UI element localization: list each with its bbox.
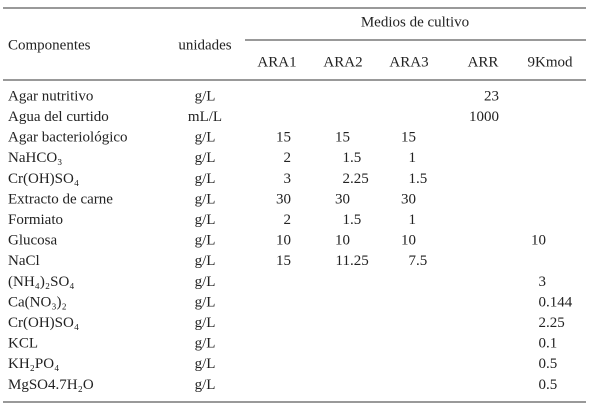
cell-value: 1.5 [409, 171, 428, 187]
component: NaHCO₃ [8, 150, 62, 166]
cell-value: 1000 [469, 109, 499, 125]
header-units: unidades [178, 37, 231, 53]
unit: g/L [195, 191, 216, 207]
unit: g/L [195, 88, 216, 104]
component: KCL [8, 336, 38, 352]
unit: g/L [195, 356, 216, 372]
component: MgSO4.7H₂O [8, 377, 94, 393]
component: Formiato [8, 212, 63, 228]
cell-value: 0.1 [539, 336, 558, 352]
cell-value: 0.144 [539, 294, 573, 310]
cell-value: 15 [401, 130, 416, 146]
unit: g/L [195, 336, 216, 352]
cell-value: 1 [409, 150, 417, 166]
component: KH₂PO₄ [8, 356, 59, 372]
unit: g/L [195, 212, 216, 228]
component: Agar bacteriológico [8, 130, 128, 146]
cell-value: 0.5 [539, 356, 558, 372]
header-medium: ARR [468, 54, 499, 70]
header-components: Componentes [8, 37, 91, 53]
component: Cr(OH)SO₄ [8, 315, 79, 331]
cell-value: 2 [284, 150, 292, 166]
header-medium: 9Kmod [528, 54, 574, 70]
cell-value: 10 [276, 233, 291, 249]
cell-value: 30 [401, 191, 416, 207]
cell-value: 15 [335, 130, 350, 146]
component: Glucosa [8, 233, 57, 249]
cell-value: 3 [539, 274, 547, 290]
unit: g/L [195, 130, 216, 146]
cell-value: 30 [276, 191, 291, 207]
cell-value: 10 [531, 233, 546, 249]
cell-value: 1.5 [343, 150, 362, 166]
cell-value: 15 [276, 130, 291, 146]
cell-value: 10 [335, 233, 350, 249]
cell-value: 1 [409, 212, 417, 228]
unit: g/L [195, 150, 216, 166]
header-group: Medios de cultivo [361, 14, 469, 30]
component: Agua del curtido [8, 109, 109, 125]
cell-value: 2.25 [539, 315, 565, 331]
cell-value: 15 [276, 253, 291, 269]
unit: g/L [195, 171, 216, 187]
component: NaCl [8, 253, 40, 269]
cell-value: 7.5 [409, 253, 428, 269]
unit: g/L [195, 294, 216, 310]
unit: g/L [195, 253, 216, 269]
component: Agar nutritivo [8, 88, 93, 104]
unit: mL/L [188, 109, 222, 125]
cell-value: 2.25 [343, 171, 369, 187]
cell-value: 23 [484, 88, 499, 104]
component: Ca(NO₃)₂ [8, 294, 67, 310]
cell-value: 10 [401, 233, 416, 249]
unit: g/L [195, 315, 216, 331]
cell-value: 30 [335, 191, 350, 207]
cell-value: 2 [284, 212, 292, 228]
cell-value: 3 [284, 171, 292, 187]
header-medium: ARA1 [257, 54, 296, 70]
header-medium: ARA3 [389, 54, 428, 70]
cell-value: 11.25 [336, 253, 369, 269]
unit: g/L [195, 233, 216, 249]
header-medium: ARA2 [323, 54, 362, 70]
unit: g/L [195, 274, 216, 290]
unit: g/L [195, 377, 216, 393]
component: Cr(OH)SO₄ [8, 171, 79, 187]
component: (NH₄)₂SO₄ [8, 274, 75, 290]
cell-value: 1.5 [343, 212, 362, 228]
cell-value: 0.5 [539, 377, 558, 393]
component: Extracto de carne [8, 191, 113, 207]
